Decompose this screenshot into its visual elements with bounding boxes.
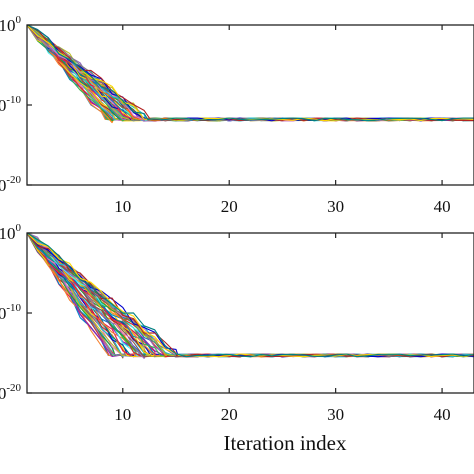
- x-tick-label: 30: [327, 405, 344, 424]
- top-ticks: 10 20 30 40 100 10-10 10-20: [0, 14, 451, 216]
- y-tick-label: 100: [0, 14, 22, 35]
- y-tick-label: 10-10: [0, 302, 21, 323]
- x-tick-label: 40: [434, 197, 451, 216]
- x-tick-label: 10: [114, 405, 131, 424]
- x-axis-label: Iteration index: [223, 431, 347, 455]
- y-tick-label: 10-10: [0, 94, 21, 115]
- top-panel: 10 20 30 40 100 10-10 10-20: [0, 14, 474, 216]
- x-tick-label: 30: [327, 197, 344, 216]
- bottom-series-group: [26, 232, 474, 359]
- x-tick-label: 20: [221, 405, 238, 424]
- bottom-series-line-42: [26, 232, 474, 358]
- bottom-ticks: 10 20 30 40 100 10-10 10-20: [0, 222, 451, 424]
- bottom-series-line-58: [26, 232, 474, 358]
- y-tick-label: 100: [0, 222, 22, 243]
- bottom-panel: 10 20 30 40 100 10-10 10-20: [0, 222, 474, 424]
- top-series-line-60: [26, 24, 474, 122]
- top-series-group: [26, 24, 474, 124]
- top-series-line-9: [26, 24, 474, 124]
- bottom-series-line-60: [26, 232, 474, 358]
- x-tick-label: 40: [434, 405, 451, 424]
- y-tick-label: 10-20: [0, 382, 21, 403]
- top-axes-frame: [26, 24, 474, 186]
- y-tick-label: 10-20: [0, 174, 21, 195]
- x-tick-label: 10: [114, 197, 131, 216]
- x-tick-label: 20: [221, 197, 238, 216]
